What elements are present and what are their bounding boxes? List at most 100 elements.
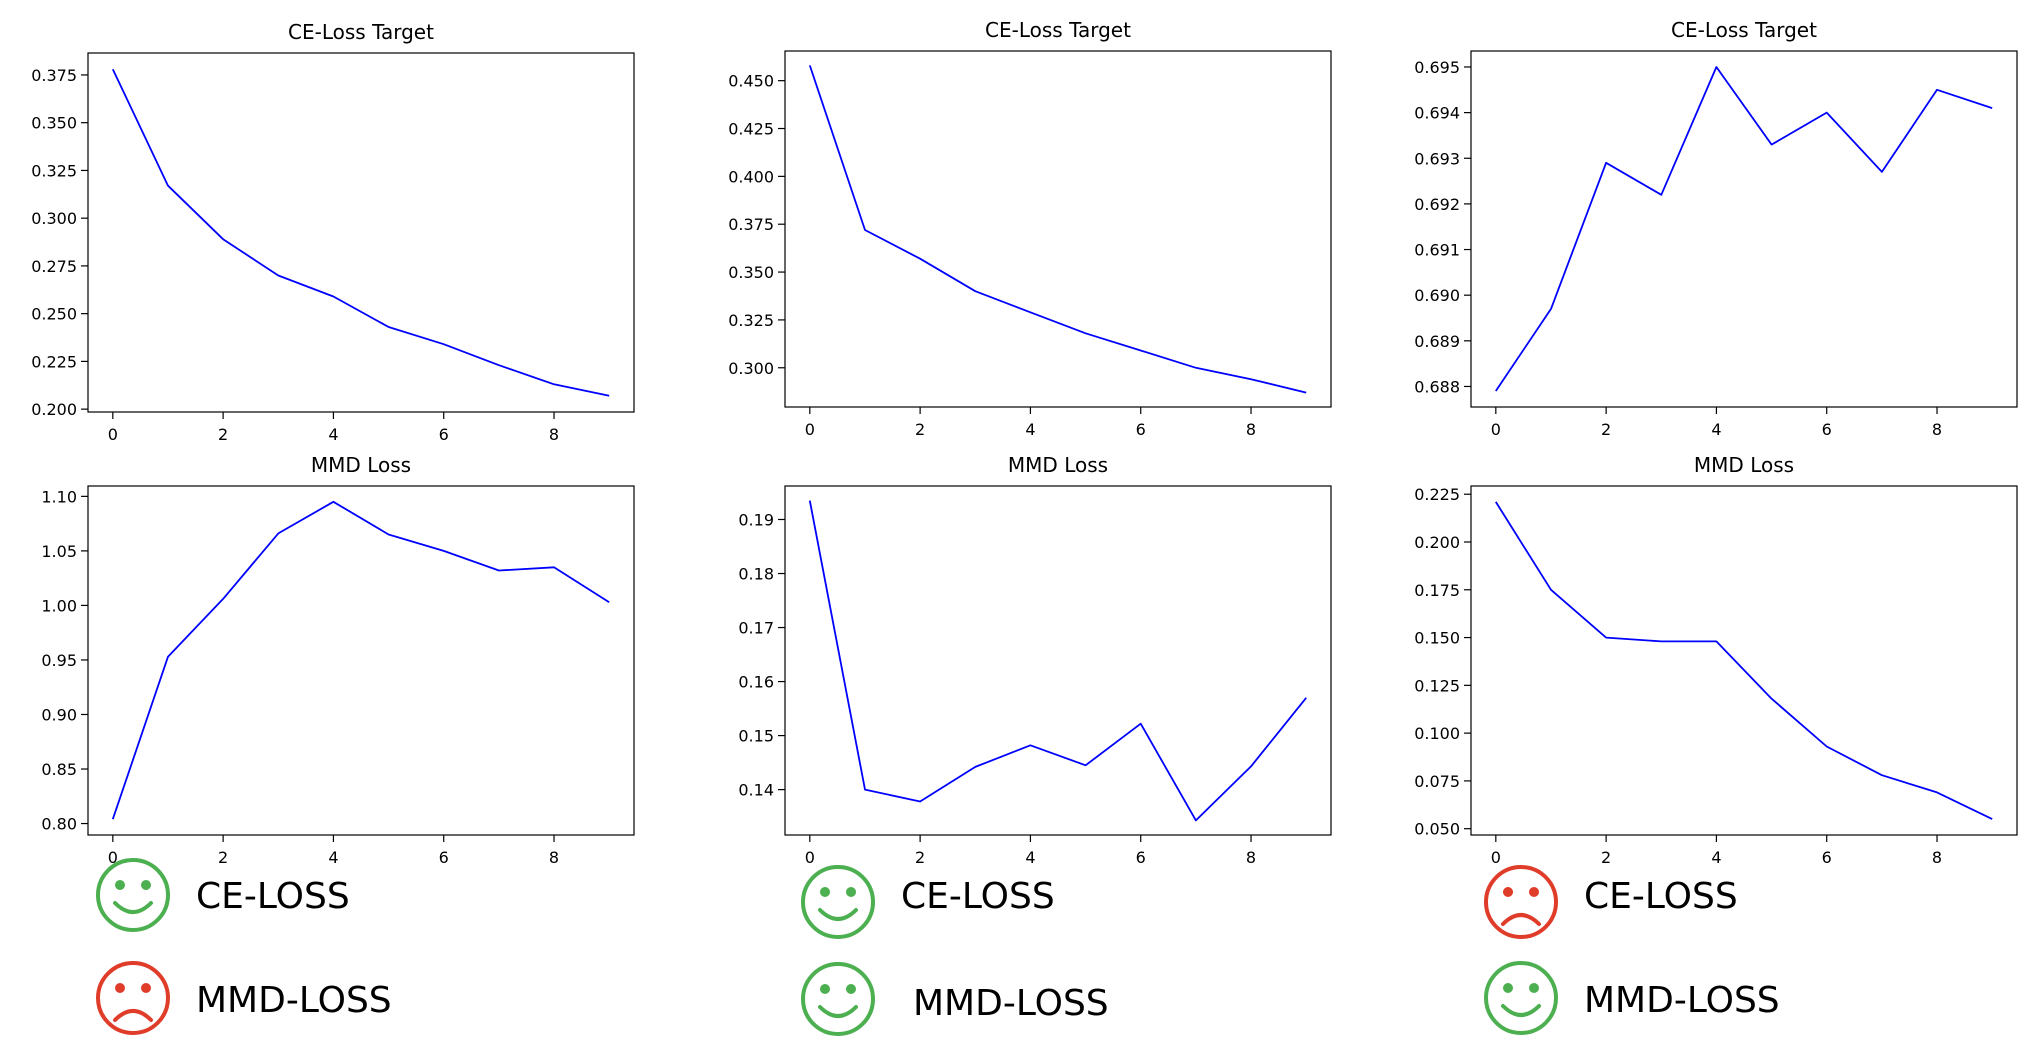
x-tick-label: 2: [1601, 848, 1611, 867]
y-tick-label: 1.00: [41, 596, 77, 615]
y-tick-label: 0.694: [1414, 104, 1460, 123]
y-tick-label: 1.05: [41, 542, 77, 561]
chart-3: CE-Loss Target 0 2 4 6 8 0.688 0.689 0.690 0.691 0…: [1414, 18, 2018, 439]
y-tick-label: 0.275: [31, 257, 77, 276]
x-tick-label: 0: [108, 425, 118, 444]
y-tick-label: 0.688: [1414, 377, 1460, 396]
legend-label: CE-LOSS: [1584, 876, 1738, 917]
y-tick-label: 0.200: [1414, 533, 1460, 552]
axes-frame: [1470, 50, 2018, 408]
y-tick-label: 0.450: [728, 72, 774, 91]
x-tick-label: 6: [1136, 848, 1146, 867]
chart-title: MMD Loss: [1694, 453, 1794, 477]
y-tick-label: 0.80: [41, 815, 77, 834]
chart-1: CE-Loss Target 0 2 4 6 8 0.200 0.225 0.250 0.275 0…: [31, 20, 635, 444]
y-tick-label: 0.375: [728, 215, 774, 234]
axes-frame: [1470, 485, 2018, 836]
x-tick-label: 4: [328, 848, 338, 867]
y-tick-label: 0.690: [1414, 286, 1460, 305]
smiley-happy-icon: [801, 962, 875, 1036]
axes-frame: [784, 485, 1332, 836]
chart-title: MMD Loss: [1008, 453, 1108, 477]
x-tick-label: 8: [549, 425, 559, 444]
legend-item: MMD-LOSS: [801, 962, 1109, 1036]
axes-frame: [784, 50, 1332, 408]
y-tick-label: 0.90: [41, 705, 77, 724]
y-tick-label: 0.693: [1414, 149, 1460, 168]
smiley-happy-icon: [96, 858, 170, 932]
series-line: [1495, 66, 1993, 392]
x-tick-label: 0: [1491, 848, 1501, 867]
chart-title: MMD Loss: [311, 453, 411, 477]
y-tick-label: 0.95: [41, 651, 77, 670]
x-tick-label: 4: [1025, 848, 1035, 867]
y-tick-label: 0.18: [738, 565, 774, 584]
y-tick-label: 0.16: [738, 673, 774, 692]
legend-label: CE-LOSS: [196, 876, 350, 917]
x-tick-label: 2: [1601, 420, 1611, 439]
y-tick-label: 0.17: [738, 619, 774, 638]
y-tick-label: 0.250: [31, 305, 77, 324]
y-tick-label: 0.15: [738, 727, 774, 746]
x-tick-label: 2: [218, 848, 228, 867]
y-tick-label: 0.19: [738, 510, 774, 529]
x-tick-label: 8: [1932, 848, 1942, 867]
x-tick-label: 0: [1491, 420, 1501, 439]
y-tick-label: 0.350: [31, 114, 77, 133]
y-tick-label: 0.200: [31, 400, 77, 419]
smiley-happy-icon: [1484, 961, 1558, 1035]
x-tick-label: 6: [439, 848, 449, 867]
y-tick-label: 0.075: [1414, 772, 1460, 791]
legend-item: CE-LOSS: [96, 858, 350, 932]
smiley-sad-icon: [96, 961, 170, 1035]
legend-label: MMD-LOSS: [196, 980, 392, 1021]
x-tick-label: 2: [218, 425, 228, 444]
y-tick-label: 0.14: [738, 781, 774, 800]
x-tick-label: 6: [1136, 420, 1146, 439]
legend-label: CE-LOSS: [901, 876, 1055, 917]
x-tick-label: 0: [805, 848, 815, 867]
x-tick-label: 4: [328, 425, 338, 444]
y-tick-label: 0.225: [1414, 485, 1460, 504]
y-tick-label: 0.125: [1414, 676, 1460, 695]
chart-title: CE-Loss Target: [985, 18, 1131, 42]
chart-title: CE-Loss Target: [288, 20, 434, 44]
y-tick-label: 0.85: [41, 760, 77, 779]
y-tick-label: 0.300: [728, 359, 774, 378]
x-tick-label: 4: [1025, 420, 1035, 439]
legend-item: CE-LOSS: [1484, 865, 1738, 939]
y-tick-label: 0.325: [728, 311, 774, 330]
x-tick-label: 8: [1932, 420, 1942, 439]
y-tick-label: 0.692: [1414, 195, 1460, 214]
x-tick-label: 6: [1822, 420, 1832, 439]
y-tick-label: 0.175: [1414, 581, 1460, 600]
x-tick-label: 0: [108, 848, 118, 867]
chart-6: MMD Loss 0 2 4 6 8 0.050 0.075 0.100 0.125 0.150 0.…: [1414, 453, 2018, 867]
y-tick-label: 0.695: [1414, 58, 1460, 77]
y-tick-label: 0.425: [728, 120, 774, 139]
y-tick-label: 0.350: [728, 263, 774, 282]
x-tick-label: 8: [1246, 848, 1256, 867]
chart-2: CE-Loss Target 0 2 4 6 8 0.300 0.325 0.350 0.375 0…: [728, 18, 1332, 439]
y-tick-label: 0.225: [31, 352, 77, 371]
x-tick-label: 6: [439, 425, 449, 444]
x-tick-label: 2: [915, 420, 925, 439]
series-line: [111, 500, 610, 820]
smiley-sad-icon: [1484, 865, 1558, 939]
x-tick-label: 6: [1822, 848, 1832, 867]
x-tick-label: 4: [1711, 848, 1721, 867]
y-tick-label: 0.689: [1414, 332, 1460, 351]
chart-5: MMD Loss 0 2 4 6 8 0.14 0.15 0.16 0.17 0.18 0.19: [738, 453, 1332, 867]
legend-label: MMD-LOSS: [913, 983, 1109, 1024]
y-tick-label: 0.691: [1414, 241, 1460, 260]
smiley-happy-icon: [801, 865, 875, 939]
y-tick-label: 0.050: [1414, 820, 1460, 839]
y-tick-label: 0.150: [1414, 629, 1460, 648]
x-tick-label: 8: [1246, 420, 1256, 439]
x-tick-label: 0: [805, 420, 815, 439]
x-tick-label: 4: [1711, 420, 1721, 439]
y-tick-label: 1.10: [41, 487, 77, 506]
axes-frame: [87, 52, 635, 413]
legend-item: MMD-LOSS: [96, 961, 392, 1035]
